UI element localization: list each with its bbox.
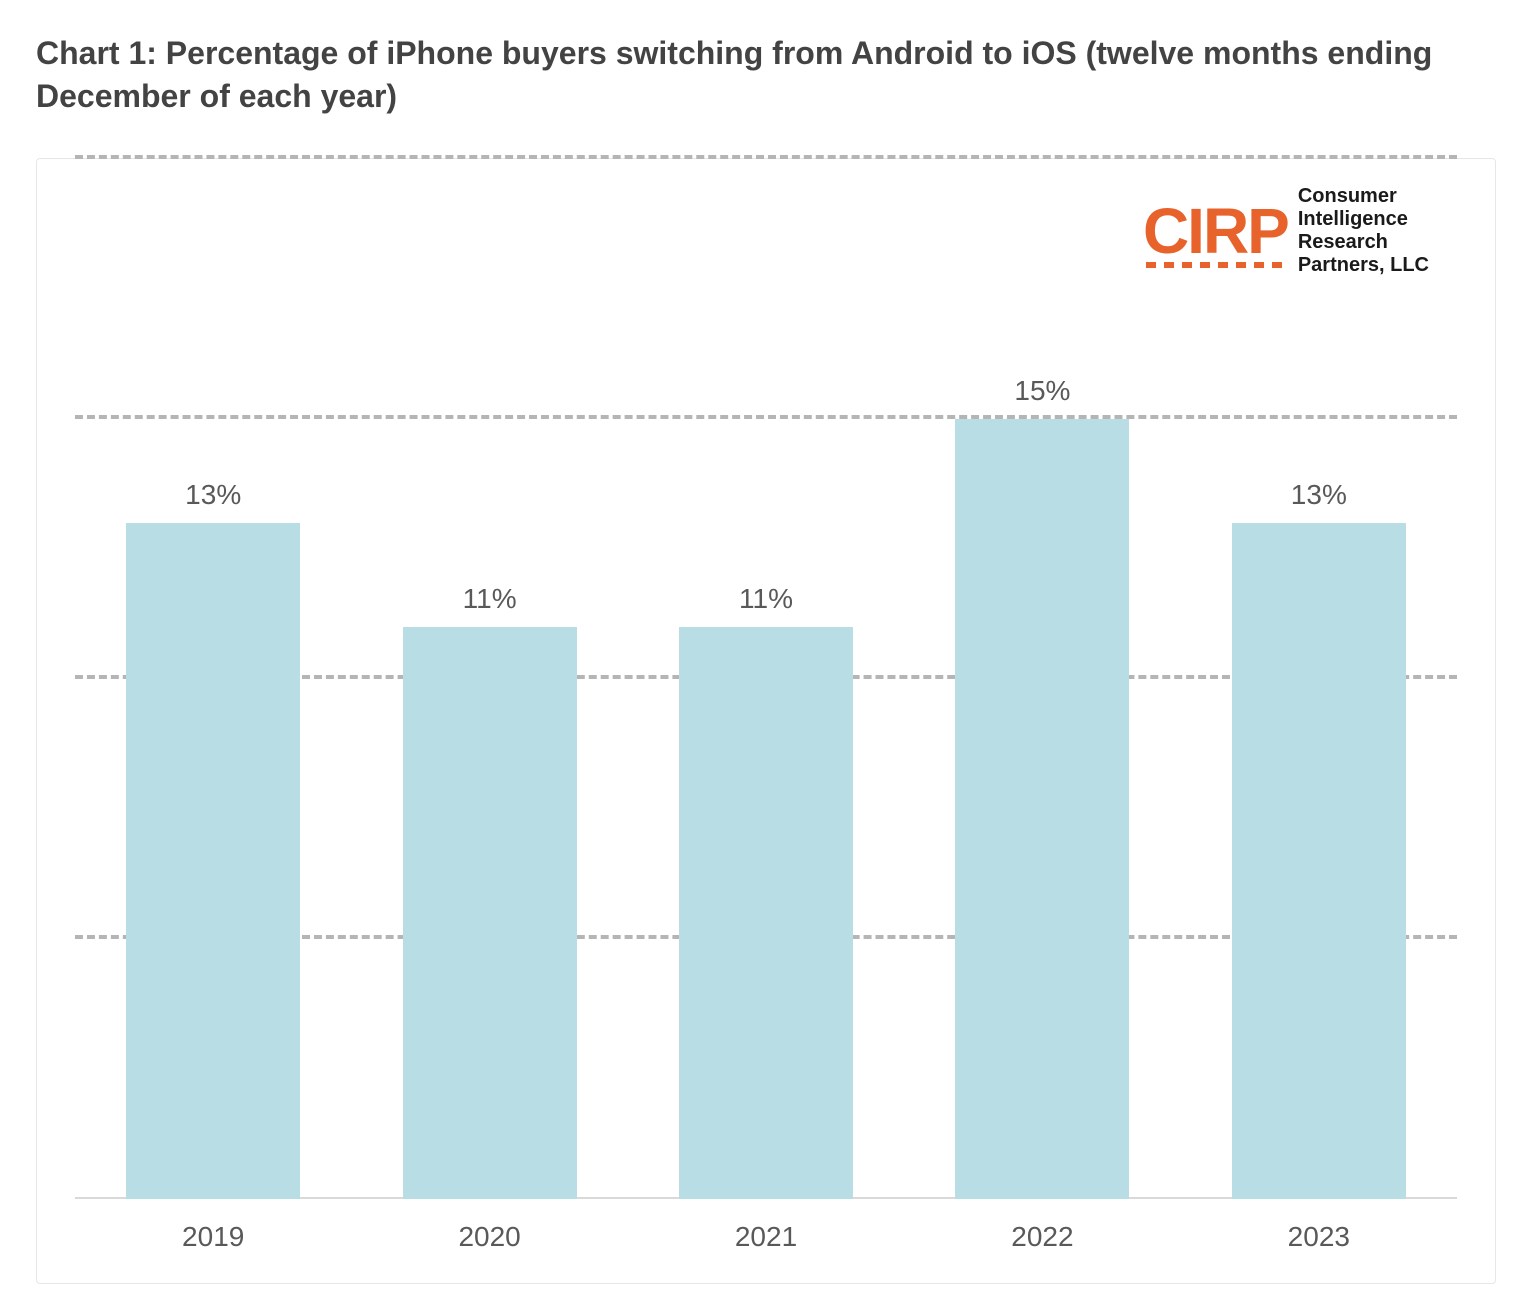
bar: 11%: [679, 627, 853, 1199]
chart-title: Chart 1: Percentage of iPhone buyers swi…: [36, 32, 1496, 118]
bar-value-label: 13%: [1291, 479, 1347, 511]
cirp-logo-subtitle: Consumer Intelligence Research Partners,…: [1298, 185, 1429, 277]
bar-value-label: 11%: [739, 583, 793, 615]
bar-slot: 13%: [1181, 159, 1457, 1199]
bar: 15%: [955, 419, 1129, 1199]
bars-group: 13% 11% 11% 15% 13%: [75, 159, 1457, 1199]
logo-sub-line: Partners, LLC: [1298, 254, 1429, 277]
bar: 11%: [403, 627, 577, 1199]
x-tick-label: 2021: [628, 1221, 904, 1253]
bar-value-label: 11%: [463, 583, 517, 615]
bar: 13%: [1232, 523, 1406, 1199]
bar-slot: 11%: [351, 159, 627, 1199]
bar-slot: 15%: [904, 159, 1180, 1199]
plot-area: 13% 11% 11% 15% 13%: [75, 159, 1457, 1199]
bar: 13%: [126, 523, 300, 1199]
logo-sub-line: Intelligence: [1298, 208, 1429, 231]
x-tick-label: 2023: [1181, 1221, 1457, 1253]
x-axis: 2019 2020 2021 2022 2023: [75, 1221, 1457, 1253]
logo-sub-line: Consumer: [1298, 185, 1429, 208]
bar-value-label: 13%: [185, 479, 241, 511]
cirp-logo: CIRP Consumer Intelligence Research Part…: [1143, 185, 1429, 277]
bar-value-label: 15%: [1014, 375, 1070, 407]
x-tick-label: 2020: [351, 1221, 627, 1253]
chart-container: 13% 11% 11% 15% 13%: [36, 158, 1496, 1284]
logo-sub-line: Research: [1298, 231, 1429, 254]
bar-slot: 13%: [75, 159, 351, 1199]
cirp-logo-acronym: CIRP: [1143, 203, 1288, 261]
x-tick-label: 2019: [75, 1221, 351, 1253]
x-tick-label: 2022: [904, 1221, 1180, 1253]
bar-slot: 11%: [628, 159, 904, 1199]
